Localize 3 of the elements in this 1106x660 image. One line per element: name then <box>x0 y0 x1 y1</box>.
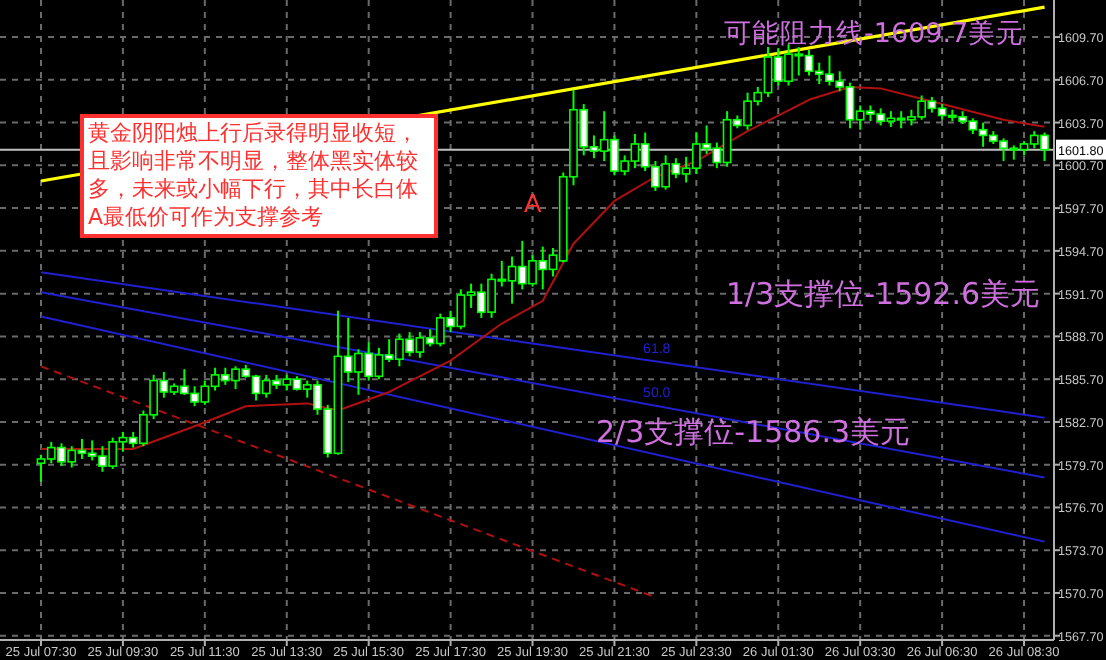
annotation: 黄金阴阳烛上行后录得明显收短，且影响非常不明显，整体黑实体较多，未来或小幅下行，其中长白体A最低价可作为支撑参考 <box>80 114 438 238</box>
annotation: 1/3支撑位-1592.6美元 <box>726 276 1041 314</box>
annotation: A <box>524 188 542 218</box>
